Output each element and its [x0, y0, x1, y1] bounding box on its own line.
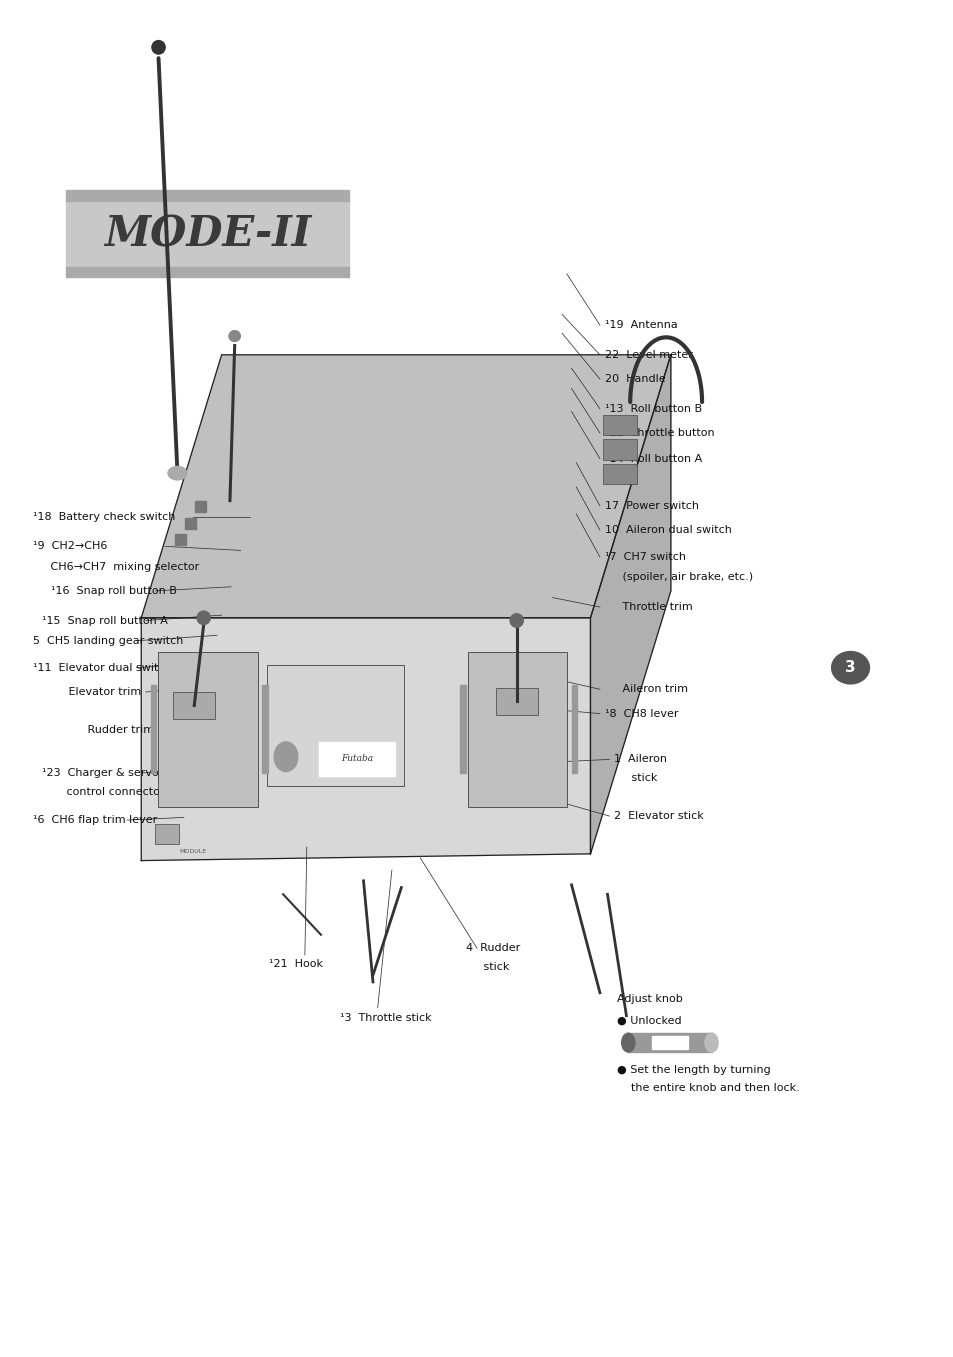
Text: 4  Rudder: 4 Rudder — [465, 943, 519, 953]
Text: MODULE: MODULE — [179, 849, 206, 854]
Text: 22  Level meter: 22 Level meter — [604, 350, 692, 360]
Bar — [151, 685, 156, 773]
Bar — [66, 190, 349, 201]
Ellipse shape — [152, 41, 165, 54]
Text: ¹3  Throttle stick: ¹3 Throttle stick — [339, 1014, 431, 1023]
Bar — [602, 440, 637, 460]
Bar — [173, 692, 214, 719]
Bar — [467, 651, 566, 806]
Bar — [651, 1035, 687, 1049]
Bar — [571, 685, 577, 773]
Text: ¹7  CH7 switch: ¹7 CH7 switch — [604, 552, 685, 562]
Ellipse shape — [621, 1033, 635, 1052]
Bar — [158, 651, 257, 806]
Text: 20  Handle: 20 Handle — [604, 375, 664, 384]
Bar — [318, 742, 395, 776]
Text: Throttle trim: Throttle trim — [604, 603, 692, 612]
Text: the entire knob and then lock.: the entire knob and then lock. — [617, 1083, 799, 1094]
Text: ¹8  CH8 lever: ¹8 CH8 lever — [604, 708, 678, 719]
Bar — [66, 267, 349, 277]
Text: 3: 3 — [844, 661, 855, 676]
Text: Elevator trim: Elevator trim — [51, 687, 142, 697]
Text: ¹11  Elevator dual switch: ¹11 Elevator dual switch — [32, 662, 171, 673]
Text: ¹23  Charger & servo: ¹23 Charger & servo — [42, 768, 158, 778]
Text: ¹9  CH2→CH6: ¹9 CH2→CH6 — [32, 541, 107, 551]
Text: ● Set the length by turning: ● Set the length by turning — [617, 1065, 770, 1075]
Text: ¹21  Hook: ¹21 Hook — [269, 959, 323, 969]
Text: 2  Elevator stick: 2 Elevator stick — [614, 811, 703, 821]
Text: ¹15  Snap roll button A: ¹15 Snap roll button A — [42, 616, 168, 626]
Bar — [262, 685, 268, 773]
Ellipse shape — [197, 611, 210, 624]
Bar — [459, 685, 465, 773]
Text: (spoiler, air brake, etc.): (spoiler, air brake, etc.) — [604, 573, 752, 582]
Bar — [628, 1033, 711, 1052]
Text: control connector: control connector — [42, 787, 164, 797]
Text: ● Unlocked: ● Unlocked — [617, 1016, 680, 1026]
Text: CH6→CH7  mixing selector: CH6→CH7 mixing selector — [32, 562, 198, 571]
Text: Futaba: Futaba — [340, 753, 373, 763]
Text: 1  Aileron: 1 Aileron — [614, 754, 666, 764]
Text: ¹16  Snap roll button B: ¹16 Snap roll button B — [51, 586, 177, 596]
Bar — [602, 464, 637, 484]
Ellipse shape — [510, 613, 523, 627]
Ellipse shape — [831, 651, 868, 684]
Text: 10  Aileron dual switch: 10 Aileron dual switch — [604, 525, 731, 535]
Text: stick: stick — [465, 962, 509, 972]
Bar — [267, 665, 404, 787]
Text: Rudder trim: Rudder trim — [71, 725, 154, 734]
Ellipse shape — [168, 467, 187, 480]
Bar — [174, 533, 186, 544]
Bar — [155, 824, 179, 844]
Ellipse shape — [274, 742, 297, 772]
Text: Aileron trim: Aileron trim — [604, 684, 687, 695]
Bar — [66, 201, 349, 267]
Polygon shape — [141, 617, 590, 860]
Text: ¹6  CH6 flap trim lever: ¹6 CH6 flap trim lever — [32, 816, 156, 825]
Text: Adjust knob: Adjust knob — [617, 995, 682, 1004]
Text: ¹12  Throttle button: ¹12 Throttle button — [604, 427, 714, 438]
Ellipse shape — [229, 331, 240, 342]
Ellipse shape — [704, 1033, 718, 1052]
Text: stick: stick — [614, 773, 657, 783]
Polygon shape — [590, 354, 670, 854]
Bar — [194, 501, 206, 512]
Bar — [496, 688, 537, 715]
Text: MODE-II: MODE-II — [104, 214, 311, 255]
Text: 5  CH5 landing gear switch: 5 CH5 landing gear switch — [32, 635, 183, 646]
Bar — [184, 518, 195, 529]
Text: ¹14  Roll button A: ¹14 Roll button A — [604, 453, 701, 464]
Text: 17  Power switch: 17 Power switch — [604, 501, 698, 510]
Text: ¹13  Roll button B: ¹13 Roll button B — [604, 404, 701, 414]
Polygon shape — [141, 354, 670, 617]
Text: ¹18  Battery check switch: ¹18 Battery check switch — [32, 512, 174, 521]
Bar — [602, 415, 637, 436]
Text: ¹19  Antenna: ¹19 Antenna — [604, 320, 677, 330]
